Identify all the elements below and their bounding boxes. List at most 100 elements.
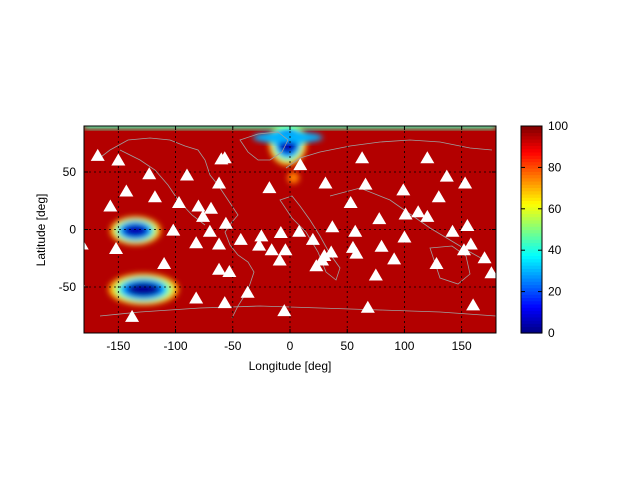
colorbar: 0 20 40 60 80 100 bbox=[520, 119, 568, 340]
station-marker bbox=[204, 201, 219, 214]
colorbar-segment bbox=[521, 213, 542, 218]
station-marker bbox=[71, 274, 86, 287]
colorbar-segment bbox=[521, 320, 542, 324]
station-marker bbox=[398, 207, 413, 220]
station-marker bbox=[218, 216, 233, 229]
x-tick-label: -50 bbox=[224, 339, 242, 353]
plot-area bbox=[71, 125, 499, 334]
colorbar-segment bbox=[521, 174, 542, 179]
colorbar-segment bbox=[521, 193, 542, 198]
station-marker bbox=[125, 309, 140, 322]
station-marker bbox=[252, 238, 267, 251]
x-tick-label: -150 bbox=[106, 339, 130, 353]
station-marker bbox=[456, 243, 471, 256]
x-tick-label: 0 bbox=[287, 339, 294, 353]
station-marker bbox=[420, 209, 435, 222]
colorbar-segment bbox=[521, 219, 542, 224]
station-marker bbox=[355, 151, 370, 164]
station-marker bbox=[214, 152, 229, 165]
colorbar-segment bbox=[521, 126, 542, 130]
colorbar-segment bbox=[521, 161, 542, 166]
station-marker bbox=[196, 209, 211, 222]
colorbar-segment bbox=[521, 255, 542, 260]
colorbar-frame bbox=[520, 125, 543, 334]
station-marker bbox=[142, 167, 157, 180]
colorbar-segment bbox=[521, 135, 542, 140]
station-marker bbox=[180, 168, 194, 181]
colorbar-segment bbox=[521, 151, 542, 156]
station-marker bbox=[397, 230, 412, 243]
colorbar-segment bbox=[521, 242, 542, 247]
colorbar-segment bbox=[521, 316, 542, 321]
colorbar-segment bbox=[521, 168, 542, 172]
station-marker bbox=[222, 265, 237, 278]
station-marker bbox=[74, 237, 89, 250]
heat-band bbox=[252, 131, 323, 144]
colorbar-segment bbox=[521, 278, 542, 282]
colorbar-segment bbox=[521, 158, 542, 163]
station-marker bbox=[103, 199, 118, 212]
station-marker bbox=[411, 205, 426, 218]
colorbar-segment bbox=[521, 287, 542, 292]
station-marker bbox=[254, 229, 269, 242]
colorbar-segment bbox=[521, 226, 542, 231]
station-marker bbox=[233, 232, 248, 245]
station-marker bbox=[387, 252, 402, 265]
station-marker bbox=[147, 190, 162, 203]
station-marker bbox=[202, 224, 217, 237]
station-marker bbox=[325, 220, 340, 233]
station-marker bbox=[212, 262, 227, 275]
colorbar-segment bbox=[521, 326, 542, 331]
station-marker bbox=[317, 248, 332, 261]
y-axis-label: Latitude [deg] bbox=[34, 194, 48, 267]
colorbar-segment bbox=[521, 303, 542, 308]
colorbar-segment bbox=[521, 203, 542, 208]
colorbar-segment bbox=[521, 223, 542, 227]
station-marker bbox=[109, 242, 124, 255]
station-marker bbox=[358, 177, 373, 190]
colorbar-segment bbox=[521, 310, 542, 315]
station-marker bbox=[292, 224, 307, 237]
station-marker bbox=[318, 176, 333, 189]
station-marker bbox=[212, 237, 227, 250]
station-marker bbox=[305, 232, 320, 245]
colorbar-segment bbox=[521, 252, 542, 256]
station-marker bbox=[431, 190, 446, 203]
colorbar-segment bbox=[521, 245, 542, 250]
colorbar-segment bbox=[521, 290, 542, 295]
station-marker bbox=[217, 296, 232, 309]
station-marker bbox=[368, 268, 383, 281]
heatmap-field bbox=[84, 126, 496, 306]
station-marker bbox=[372, 212, 387, 225]
colorbar-segment bbox=[521, 268, 542, 273]
colorbar-segment bbox=[521, 200, 542, 205]
colorbar-tick-label: 60 bbox=[548, 202, 562, 216]
station-marker bbox=[90, 148, 105, 161]
station-marker bbox=[111, 153, 126, 166]
station-marker bbox=[374, 239, 389, 252]
x-axis-ticks: -150 -100 -50 0 50 100 150 bbox=[106, 126, 472, 353]
colorbar-tick-label: 20 bbox=[548, 285, 562, 299]
heat-region-core bbox=[123, 224, 148, 237]
grid-lines bbox=[84, 126, 496, 333]
colorbar-ticks: 0 20 40 60 80 100 bbox=[521, 119, 568, 340]
station-marker bbox=[264, 243, 279, 256]
colorbar-segment bbox=[521, 239, 542, 244]
colorbar-segment bbox=[521, 142, 542, 147]
heat-region-core bbox=[127, 282, 161, 297]
colorbar-tick-label: 100 bbox=[548, 119, 568, 133]
colorbar-segment bbox=[521, 132, 542, 137]
colorbar-segment bbox=[521, 184, 542, 189]
y-axis-ticks: 50 0 -50 bbox=[59, 165, 496, 294]
station-marker bbox=[171, 196, 186, 209]
station-markers bbox=[71, 148, 499, 322]
station-marker bbox=[157, 257, 172, 269]
colorbar-segment bbox=[521, 145, 542, 150]
x-tick-label: -100 bbox=[164, 339, 188, 353]
colorbar-segment bbox=[521, 206, 542, 211]
station-marker bbox=[166, 223, 181, 236]
station-marker bbox=[309, 259, 324, 272]
colorbar-segment bbox=[521, 261, 542, 266]
colorbar-segment bbox=[521, 323, 542, 328]
